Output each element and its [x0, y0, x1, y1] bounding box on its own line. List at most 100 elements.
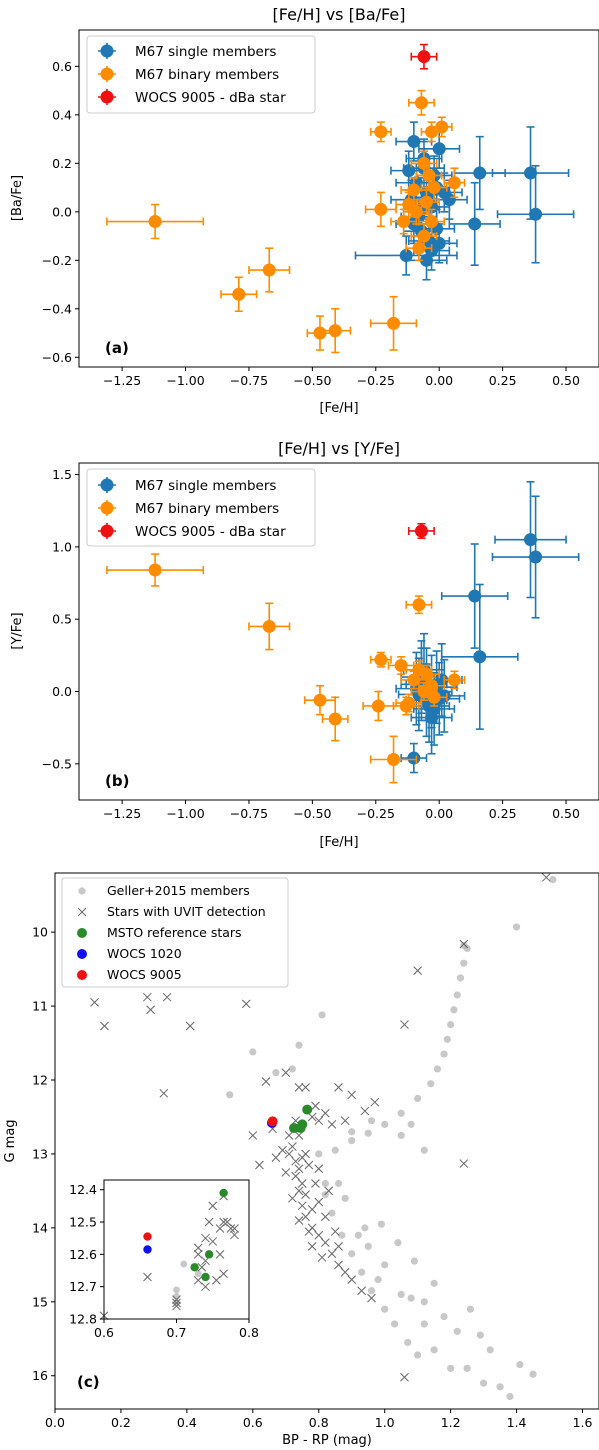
series-geller-member-point — [226, 876, 557, 1401]
cross-stroke — [291, 1156, 301, 1166]
inset-uvit-point — [204, 1217, 214, 1227]
uvit-detection-point — [400, 1020, 409, 1029]
uvit-detection-point — [327, 1120, 337, 1129]
geller-member-point — [549, 876, 557, 884]
geller-member-point — [321, 1179, 329, 1188]
geller-member-point — [453, 991, 461, 999]
uvit-detection-point — [248, 1131, 258, 1140]
cross-stroke — [193, 1249, 203, 1259]
uvit-detection-point — [370, 1097, 380, 1107]
data-point — [468, 589, 482, 603]
cross-stroke — [340, 1267, 350, 1277]
geller-member-point — [476, 1331, 484, 1339]
y-tick-label: 1.5 — [52, 467, 72, 482]
uvit-detection-point — [327, 1249, 337, 1259]
uvit-detection-point — [330, 1227, 340, 1236]
cross-stroke — [222, 1217, 232, 1227]
legend-marker — [100, 501, 114, 515]
data-point — [328, 712, 342, 726]
uvit-detection-point — [400, 1372, 409, 1382]
x-tick-label: 0.25 — [489, 373, 517, 388]
geller-member-point — [456, 974, 465, 982]
cross-stroke — [197, 1262, 207, 1272]
geller-member-point — [410, 1257, 418, 1265]
uvit-detection-point — [284, 1149, 294, 1159]
single-member-point — [390, 150, 428, 191]
data-point — [425, 711, 439, 725]
data-point — [407, 673, 421, 687]
uvit-detection-point — [142, 992, 152, 1002]
data-point — [473, 166, 487, 180]
uvit-detection-point — [100, 1021, 109, 1031]
uvit-detection-point — [241, 999, 251, 1009]
inset-geller-point — [173, 1292, 180, 1300]
uvit-detection-point — [304, 1227, 314, 1236]
y-tick-label: 0.2 — [52, 156, 72, 171]
inset-uvit-point — [215, 1224, 225, 1233]
geller-member-point — [338, 1231, 346, 1239]
legend-marker — [100, 524, 114, 538]
data-point — [447, 176, 461, 190]
cross-stroke — [317, 1253, 327, 1262]
data-point — [468, 217, 482, 231]
legend-label-single: M67 single members — [135, 478, 276, 494]
data-point — [417, 50, 431, 64]
series-msto-reference-point — [289, 1104, 313, 1134]
inset-plot: 0.6 0.7 0.8 12.4 12.5 12.6 12.7 12.8 — [69, 1179, 259, 1340]
uvit-detection-point — [162, 992, 172, 1002]
data-point — [313, 693, 327, 707]
cross-stroke — [294, 1164, 304, 1174]
uvit-detection-point — [294, 1216, 304, 1225]
data-point — [407, 135, 421, 149]
y-tick-label: 11 — [32, 999, 48, 1014]
cross-stroke — [360, 1106, 370, 1116]
cross-stroke — [201, 1233, 210, 1243]
y-tick-label: 0.5 — [52, 612, 72, 627]
uvit-detection-point — [314, 1116, 324, 1126]
inset-geller-point — [194, 1270, 202, 1278]
geller-member-point — [341, 1194, 349, 1202]
cross-stroke — [172, 1301, 181, 1311]
panel-a-y-ticks: −0.6 −0.4 −0.2 0.0 0.2 0.4 0.6 — [42, 59, 79, 365]
x-tick-label: 0.0 — [45, 1415, 65, 1430]
msto-reference-point — [289, 1123, 300, 1134]
cross-stroke — [459, 939, 469, 949]
uvit-detection-point — [314, 1197, 324, 1207]
uvit-detection-point — [320, 1108, 330, 1118]
cross-stroke — [327, 1120, 337, 1129]
uvit-detection-point — [304, 1160, 314, 1170]
series-binary — [106, 89, 466, 354]
y-tick-label: −0.4 — [42, 301, 72, 316]
cross-stroke — [248, 1131, 258, 1140]
cross-stroke — [162, 992, 172, 1002]
y-tick-label: 16 — [32, 1368, 48, 1383]
series-single — [354, 121, 575, 281]
inset-uvit-point — [201, 1282, 210, 1292]
panel-c-legend: Geller+2015 members Stars with UVIT dete… — [61, 877, 289, 988]
inset-uvit-point — [172, 1298, 181, 1308]
cross-stroke — [278, 1145, 287, 1155]
cross-stroke — [304, 1227, 314, 1236]
geller-member-point — [331, 1146, 339, 1154]
uvit-detection-point — [413, 966, 423, 975]
binary-member-point — [248, 602, 291, 651]
data-point — [371, 699, 385, 713]
data-point — [412, 598, 426, 612]
legend-swatch-uvit — [77, 907, 87, 917]
binary-member-point — [387, 656, 415, 675]
geller-member-point — [420, 1146, 428, 1154]
data-point — [407, 751, 421, 765]
geller-member-point — [463, 944, 471, 953]
geller-member-point — [226, 1091, 234, 1099]
uvit-detection-point — [291, 1156, 301, 1166]
inset-geller-point — [173, 1286, 180, 1294]
uvit-detection-point — [459, 1159, 469, 1168]
legend-marker — [78, 887, 86, 895]
single-member-point — [400, 742, 428, 774]
inset-msto-point — [219, 1188, 228, 1198]
y-tick-label: 1.0 — [52, 539, 72, 554]
geller-member-point — [315, 1150, 323, 1158]
cross-stroke — [367, 1293, 376, 1303]
legend-marker — [77, 970, 87, 980]
data-point — [387, 753, 401, 767]
